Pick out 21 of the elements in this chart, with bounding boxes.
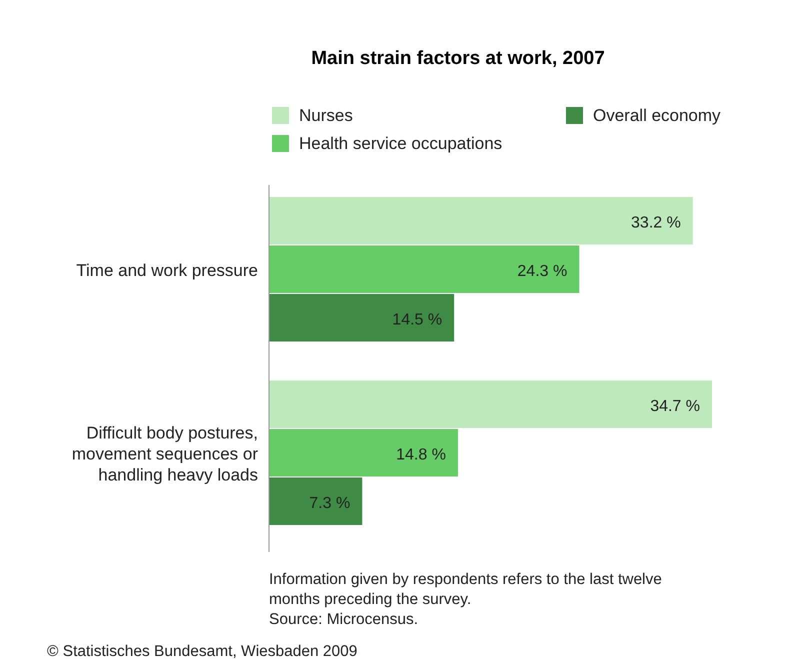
bar [269,246,580,293]
bar [269,294,454,342]
legend-label: Nurses [299,106,353,125]
bar [269,380,712,428]
chart-title: Main strain factors at work, 2007 [311,48,605,69]
bar [269,429,458,476]
y-tick-label: Difficult body postures, movement sequences or handling heavy loads [72,423,258,484]
text: © Statistisches Bundesamt, Wiesbaden 2009 [47,643,358,659]
legend-label: Health service occupations [299,134,502,153]
data-label: 24.3 % [517,262,568,280]
data-label: 34.7 % [650,398,700,415]
source-note: Source: Microcensus. [269,611,418,628]
legend-label: Overall economy [593,106,722,125]
data-label: 33.2 % [631,214,681,232]
text: Information given by respondents refers to the last twelve months preceding the survey. [269,571,662,608]
y-tick-label: Time and work pressure [76,260,258,280]
data-label: 7.3 % [309,494,350,512]
data-label: 14.8 % [396,446,446,464]
bar [269,197,693,244]
bar [269,478,362,525]
data-label: 14.5 % [392,311,442,328]
